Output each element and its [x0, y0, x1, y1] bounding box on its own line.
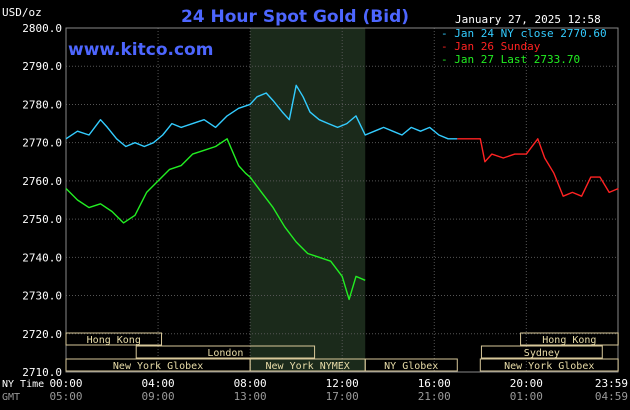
nymex-session-highlight: [250, 28, 366, 372]
x-tick-label: 20:00: [510, 377, 543, 390]
series-line-0: [65, 84, 458, 148]
y-tick-label: 2730.0: [22, 290, 62, 303]
session-box: [364, 358, 458, 372]
y-tick-label: 2760.0: [22, 175, 62, 188]
session-label: New York Globex: [113, 361, 203, 372]
plot-border: [65, 27, 619, 373]
y-tick-label: 2780.0: [22, 98, 62, 111]
x-axis-row-label: NY Time: [2, 379, 44, 390]
highlight-band: [250, 28, 366, 372]
x-tick-label: 00:00: [49, 377, 82, 390]
y-tick-labels: 2800.0 2790.0 2780.0 2770.0 2760.0 2750.0 2740…: [22, 22, 62, 379]
plot-frame: [65, 27, 619, 373]
y-tick-label: 2800.0: [22, 22, 62, 35]
legend: - Jan 24 NY close 2770.60 - Jan 26 Sunda…: [441, 27, 607, 66]
x-tick-label: 09:00: [142, 390, 175, 403]
session-label: London: [207, 348, 243, 359]
series-lines: [65, 84, 619, 301]
session-box: [65, 332, 163, 346]
legend-entry-jan27: - Jan 27 Last 2733.70: [441, 53, 580, 66]
x-tick-label: 13:00: [234, 390, 267, 403]
x-tick-label: 23:59: [595, 377, 628, 390]
website-watermark: www.kitco.com: [68, 40, 213, 60]
legend-entry-jan26: - Jan 26 Sunday: [441, 40, 541, 53]
x-tick-label: 12:00: [326, 377, 359, 390]
session-label: NY Globex: [384, 361, 438, 372]
legend-entry-jan24: - Jan 24 NY close 2770.60: [441, 27, 607, 40]
session-label: New York NYMEX: [266, 361, 350, 372]
y-tick-label: 2770.0: [22, 137, 62, 150]
session-box: [480, 345, 603, 359]
chart-title: 24 Hour Spot Gold (Bid): [181, 7, 409, 27]
y-tick-label: 2710.0: [22, 366, 62, 379]
session-label: New York Globex: [504, 361, 594, 372]
series-line-2: [65, 138, 366, 301]
series-line-1: [457, 138, 619, 197]
session-box: [520, 332, 619, 346]
x-tick-label: 04:00: [142, 377, 175, 390]
y-tick-label: 2750.0: [22, 213, 62, 226]
session-box: [479, 358, 619, 372]
y-tick-label: 2720.0: [22, 328, 62, 341]
x-tick-label: 01:00: [510, 390, 543, 403]
y-axis-label: USD/oz: [2, 6, 42, 19]
x-tick-label: 08:00: [234, 377, 267, 390]
session-label: Sydney: [524, 348, 560, 359]
x-tick-label: 04:59: [595, 390, 628, 403]
x-axis-row-label: GMT: [2, 392, 20, 403]
session-box: [135, 345, 316, 359]
y-tick-label: 2740.0: [22, 251, 62, 264]
session-label: Hong Kong: [87, 335, 141, 346]
y-tick-label: 2790.0: [22, 60, 62, 73]
x-tick-label: 05:00: [49, 390, 82, 403]
x-tick-label: 21:00: [418, 390, 451, 403]
trading-sessions: Hong Kong Hong Kong London Sydney New York G…: [65, 332, 619, 372]
session-label: Hong Kong: [542, 335, 596, 346]
x-tick-labels: NY Time 00:00 04:00 08:00 12:00 16:00 20:00 23:…: [2, 377, 628, 403]
x-tick-label: 17:00: [326, 390, 359, 403]
timestamp: January 27, 2025 12:58: [455, 13, 601, 26]
x-tick-label: 16:00: [418, 377, 451, 390]
